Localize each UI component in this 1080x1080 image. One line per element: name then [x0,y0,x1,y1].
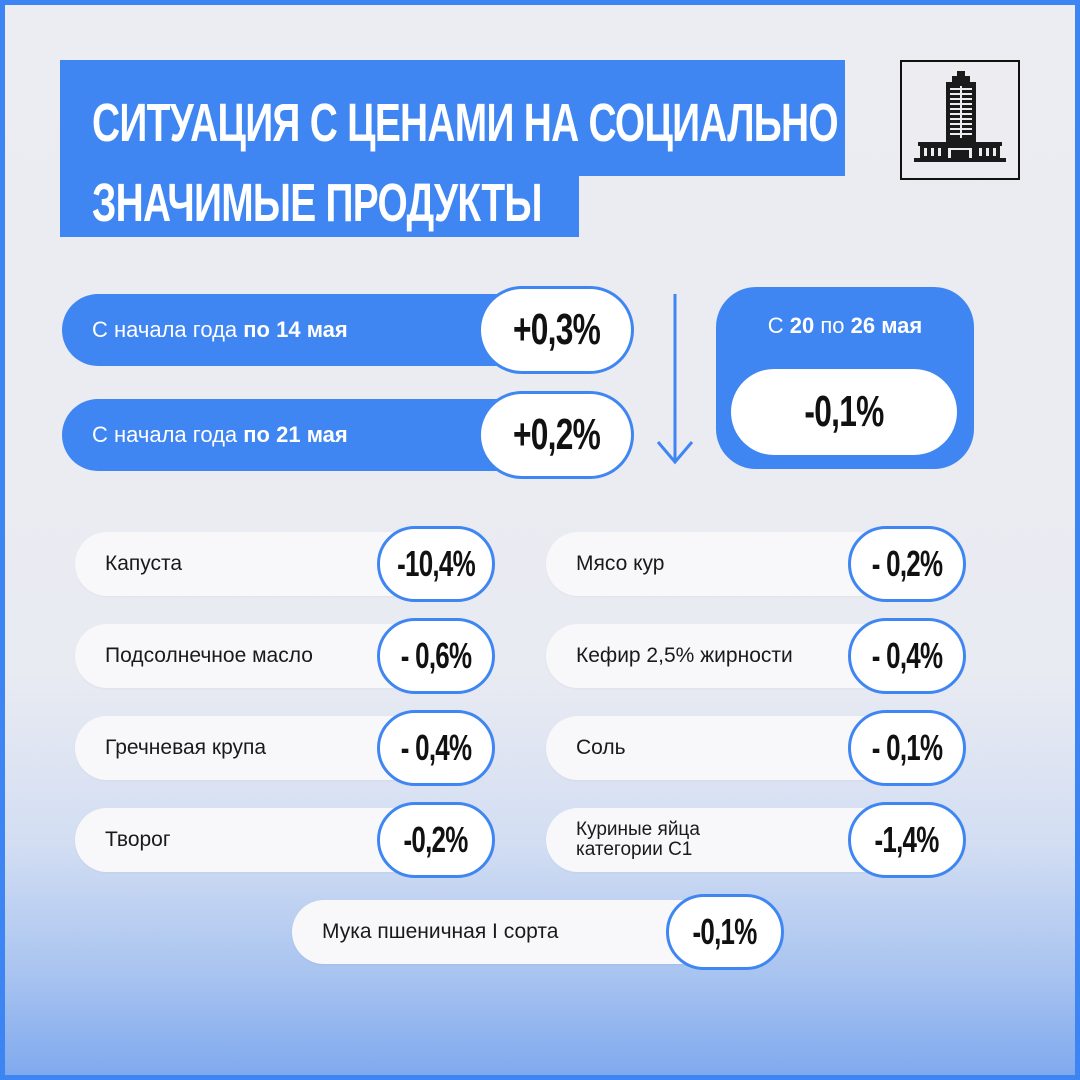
product-item-eggs: Куриные яйца категории С1 -1,4% [546,802,966,878]
product-change-badge: - 0,1% [848,710,966,786]
product-change: -10,4% [397,543,476,584]
weekly-label-prefix: С [767,313,790,338]
page-title-line-1: СИТУАЦИЯ С ЦЕНАМИ НА СОЦИАЛЬНО [60,60,845,176]
product-change: - 0,2% [871,543,943,584]
ytd-label-date: по 14 мая [243,317,348,342]
ytd-to-may-21: С начала года по 21 мая +0,2% [62,391,634,479]
product-name: Мука пшеничная I сорта [322,919,559,943]
weekly-change-card: С 20 по 26 мая -0,1% [716,287,974,469]
weekly-label-mid: по [814,313,851,338]
product-change: -0,2% [403,819,469,860]
product-name: Кефир 2,5% жирности [576,643,793,667]
product-name: Капуста [105,551,183,575]
product-item-cottage-cheese: Творог -0,2% [75,802,495,878]
ytd-value: +0,3% [512,305,600,354]
weekly-label-to: 26 мая [850,313,923,338]
product-name: Творог [105,827,171,851]
product-change: - 0,4% [871,635,943,676]
product-change-badge: -10,4% [377,526,495,602]
product-change-badge: - 0,6% [377,618,495,694]
ytd-to-may-14: С начала года по 14 мая +0,3% [62,286,634,374]
product-change-badge: - 0,2% [848,526,966,602]
product-name: Соль [576,735,626,759]
ytd-label-date: по 21 мая [243,422,348,447]
weekly-label-from: 20 [789,313,815,338]
product-change-badge: -1,4% [848,802,966,878]
product-item-buckwheat: Гречневая крупа - 0,4% [75,710,495,786]
arrow-down-icon [656,294,694,465]
ministry-logo [900,60,1020,180]
ytd-value-badge: +0,2% [478,391,634,479]
product-change-badge: -0,2% [377,802,495,878]
ytd-value: +0,2% [512,410,600,459]
ytd-label: С начала года по 14 мая [92,317,348,343]
title-line-2-text: ЗНАЧИМЫЕ ПРОДУКТЫ [92,173,542,233]
ytd-value-badge: +0,3% [478,286,634,374]
product-item-flour: Мука пшеничная I сорта -0,1% [292,894,784,970]
title-line-1-text: СИТУАЦИЯ С ЦЕНАМИ НА СОЦИАЛЬНО [92,93,839,153]
page-title-line-2: ЗНАЧИМЫЕ ПРОДУКТЫ [60,176,579,237]
product-change: - 0,4% [400,727,472,768]
product-name: Мясо кур [576,551,665,575]
product-change-badge: - 0,4% [848,618,966,694]
product-item-sunflower-oil: Подсолнечное масло - 0,6% [75,618,495,694]
product-name: Гречневая крупа [105,735,267,759]
product-change: - 0,6% [400,635,472,676]
ytd-label: С начала года по 21 мая [92,422,348,448]
product-name-line-1: Куриные яйца [576,819,700,841]
weekly-label: С 20 по 26 мая [716,313,974,339]
product-name: Подсолнечное масло [105,643,313,667]
weekly-value-badge: -0,1% [731,369,957,455]
weekly-value: -0,1% [804,387,884,436]
product-name: Куриные яйца категории С1 [576,820,700,860]
product-item-salt: Соль - 0,1% [546,710,966,786]
product-item-kefir: Кефир 2,5% жирности - 0,4% [546,618,966,694]
ytd-label-prefix: С начала года [92,422,244,447]
product-item-chicken: Мясо кур - 0,2% [546,526,966,602]
product-change: -1,4% [874,819,940,860]
product-change: - 0,1% [871,727,943,768]
product-change: -0,1% [692,911,758,952]
product-name-line-2: категории С1 [576,839,693,860]
building-icon [914,71,1006,162]
product-change-badge: -0,1% [666,894,784,970]
product-item-cabbage: Капуста -10,4% [75,526,495,602]
product-change-badge: - 0,4% [377,710,495,786]
ytd-label-prefix: С начала года [92,317,244,342]
